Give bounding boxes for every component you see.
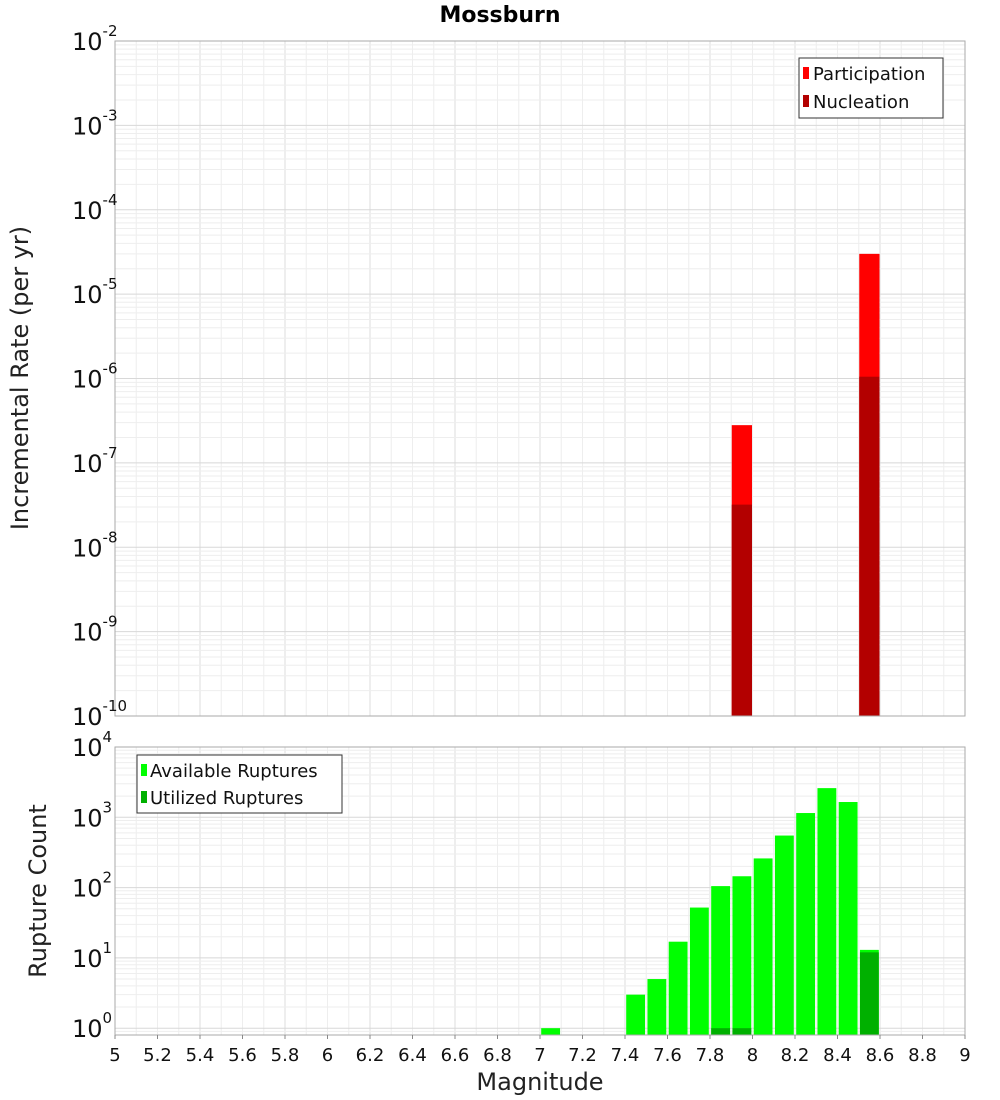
y-tick-label: 10-6 xyxy=(72,360,118,394)
bar-available-ruptures xyxy=(626,994,646,1035)
x-tick-label: 5.6 xyxy=(228,1045,257,1066)
x-tick-label: 5.4 xyxy=(186,1045,215,1066)
x-tick-label: 5.8 xyxy=(271,1045,300,1066)
y-tick-label: 100 xyxy=(72,1009,112,1043)
y-tick-label: 10-7 xyxy=(72,444,118,478)
legend-label-available: Available Ruptures xyxy=(150,761,318,782)
bar-available-ruptures xyxy=(689,907,709,1035)
bar-nucleation xyxy=(859,376,880,716)
y-tick-label: 104 xyxy=(72,728,112,762)
bottom-panel: 104 103 102 101 100 5 5.2 5.4 5.6 5.8 6 6.2 6.4 6.6 6… xyxy=(24,728,971,1096)
bottom-bars xyxy=(541,788,879,1035)
y-tick-label: 10-5 xyxy=(72,275,118,309)
y-tick-label: 10-10 xyxy=(72,697,127,731)
top-legend-box xyxy=(798,57,944,119)
legend-label-nucleation: Nucleation xyxy=(813,92,909,113)
x-tick-label: 6.6 xyxy=(441,1045,470,1066)
y-tick-label: 103 xyxy=(72,798,112,832)
x-tick-label: 6 xyxy=(322,1045,333,1066)
bar-available-ruptures xyxy=(796,813,816,1035)
x-tick-label: 7 xyxy=(534,1045,545,1066)
legend-swatch-nucleation xyxy=(803,95,809,107)
top-bars xyxy=(731,253,880,716)
x-tick-label: 7.2 xyxy=(568,1045,597,1066)
bar-available-ruptures xyxy=(668,941,688,1035)
legend-swatch-utilized xyxy=(141,791,147,803)
x-tick-label: 8.2 xyxy=(781,1045,810,1066)
y-tick-label: 10-8 xyxy=(72,528,118,562)
x-tick-label: 5.2 xyxy=(143,1045,172,1066)
y-tick-label: 10-9 xyxy=(72,613,118,647)
x-tick-label: 5 xyxy=(109,1045,120,1066)
top-panel: 10-2 10-3 10-4 10-5 10-6 10-7 10-8 10-9 10-10 In… xyxy=(6,22,966,731)
legend-swatch-participation xyxy=(803,67,809,79)
x-tick-label: 7.6 xyxy=(653,1045,682,1066)
x-tick-label: 9 xyxy=(959,1045,970,1066)
x-tick-label: 8.8 xyxy=(908,1045,937,1066)
x-tick-label: 8.4 xyxy=(823,1045,852,1066)
bar-utilized-ruptures xyxy=(732,1028,752,1035)
bottom-legend: Available Ruptures Utilized Ruptures xyxy=(136,754,343,814)
bar-utilized-ruptures xyxy=(711,1028,731,1035)
legend-label-utilized: Utilized Ruptures xyxy=(150,788,303,809)
legend-swatch-available xyxy=(141,764,147,776)
top-legend: Participation Nucleation xyxy=(798,57,944,119)
bar-utilized-ruptures xyxy=(859,952,879,1035)
bottom-y-ticks: 104 103 102 101 100 xyxy=(72,728,112,1043)
x-tick-label: 6.2 xyxy=(356,1045,385,1066)
bar-available-ruptures xyxy=(711,886,731,1035)
x-tick-label: 7.4 xyxy=(611,1045,640,1066)
bar-nucleation xyxy=(731,504,752,716)
bottom-y-axis-label: Rupture Count xyxy=(24,804,52,978)
y-tick-label: 10-3 xyxy=(72,106,118,140)
bar-available-ruptures xyxy=(817,788,837,1035)
x-axis-label: Magnitude xyxy=(476,1068,603,1096)
x-tick-label: 8 xyxy=(747,1045,758,1066)
bar-available-ruptures xyxy=(541,1028,561,1035)
top-plot-frame xyxy=(114,40,966,717)
top-grid xyxy=(114,41,966,717)
y-tick-label: 10-2 xyxy=(72,22,118,56)
y-tick-label: 101 xyxy=(72,939,112,973)
legend-label-participation: Participation xyxy=(813,64,925,85)
x-tick-label: 6.8 xyxy=(483,1045,512,1066)
bar-available-ruptures xyxy=(774,835,794,1035)
chart-title: Mossburn xyxy=(439,3,560,28)
bar-available-ruptures xyxy=(838,802,858,1035)
bar-available-ruptures xyxy=(647,979,667,1035)
bar-available-ruptures xyxy=(732,876,752,1035)
x-tick-label: 8.6 xyxy=(866,1045,895,1066)
x-tick-label: 7.8 xyxy=(696,1045,725,1066)
x-tick-label: 6.4 xyxy=(398,1045,427,1066)
bottom-legend-box xyxy=(136,754,343,814)
bar-available-ruptures xyxy=(753,858,773,1035)
top-y-axis-label: Incremental Rate (per yr) xyxy=(6,226,34,530)
y-tick-label: 102 xyxy=(72,869,112,903)
top-y-ticks: 10-2 10-3 10-4 10-5 10-6 10-7 10-8 10-9 10-10 xyxy=(72,22,127,731)
x-ticks: 5 5.2 5.4 5.6 5.8 6 6.2 6.4 6.6 6.8 7 7.2 7.4 7.6 7.8 8… xyxy=(109,1035,971,1066)
y-tick-label: 10-4 xyxy=(72,191,118,225)
